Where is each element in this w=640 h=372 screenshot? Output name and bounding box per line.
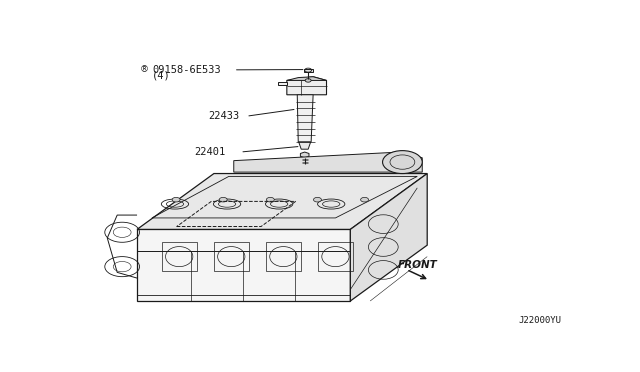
Polygon shape	[278, 81, 287, 85]
Text: FRONT: FRONT	[397, 260, 437, 270]
Polygon shape	[137, 230, 350, 301]
Circle shape	[266, 198, 275, 202]
Circle shape	[314, 198, 321, 202]
Text: J22000YU: J22000YU	[518, 316, 561, 326]
Polygon shape	[137, 173, 428, 230]
Circle shape	[360, 198, 369, 202]
Circle shape	[172, 198, 180, 202]
Text: 22433: 22433	[208, 111, 239, 121]
Polygon shape	[304, 69, 312, 73]
Circle shape	[383, 151, 422, 173]
Polygon shape	[350, 173, 428, 301]
Text: 22401: 22401	[194, 147, 225, 157]
Circle shape	[220, 198, 227, 202]
Text: (4): (4)	[152, 70, 171, 80]
Polygon shape	[287, 77, 326, 80]
Text: 09158-6E533: 09158-6E533	[152, 65, 221, 75]
Polygon shape	[234, 152, 422, 172]
Text: ®: ®	[140, 65, 149, 74]
Polygon shape	[297, 95, 313, 142]
Circle shape	[305, 79, 311, 82]
Polygon shape	[287, 77, 326, 95]
Polygon shape	[299, 142, 310, 149]
Polygon shape	[300, 152, 309, 158]
